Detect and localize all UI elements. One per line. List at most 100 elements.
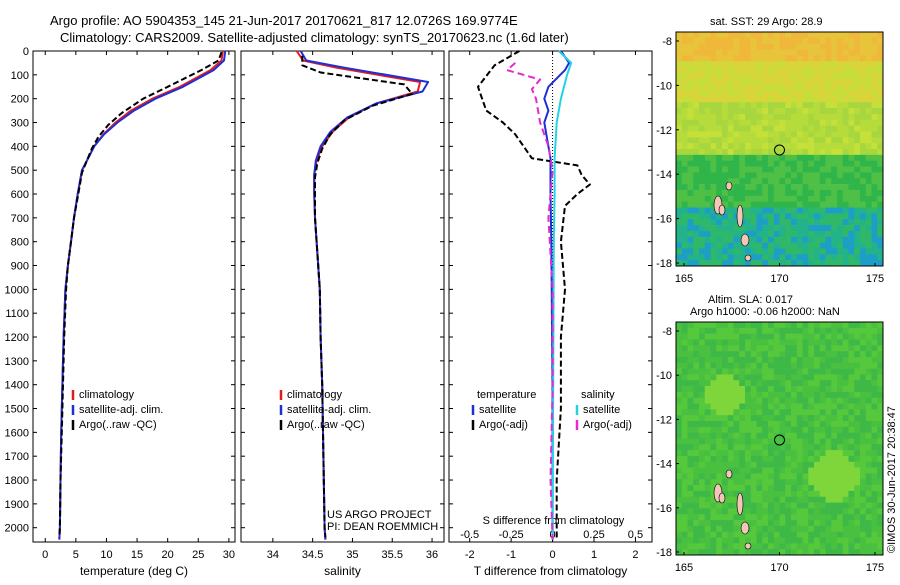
map-cell [842, 421, 849, 428]
map-cell [699, 351, 706, 358]
map-cell [756, 356, 763, 364]
map-cell [848, 43, 855, 50]
map-cell [773, 43, 780, 50]
map-cell [802, 143, 809, 150]
map-cell [791, 490, 798, 498]
map-cell [802, 113, 809, 121]
map-cell [779, 96, 786, 103]
map-cell [676, 113, 683, 121]
map-cell [756, 201, 763, 208]
map-cell [842, 154, 849, 161]
map-cell [750, 43, 757, 50]
map-cell [687, 84, 694, 91]
map-cell [825, 461, 832, 468]
map-cell [871, 391, 878, 399]
map-cell [802, 473, 809, 480]
map-cell [842, 537, 849, 544]
map-cell [842, 213, 849, 220]
map-cell [860, 432, 867, 439]
map-cell [762, 514, 769, 521]
map-cell [739, 339, 746, 346]
map-cell [722, 397, 729, 404]
map-cell [676, 368, 683, 375]
map-cell [773, 549, 780, 556]
map-cell [785, 102, 792, 109]
map-cell [785, 508, 792, 515]
map-cell [796, 149, 803, 156]
map-cell [808, 108, 815, 115]
map-cell [877, 84, 884, 91]
map-cell [796, 260, 803, 267]
map-cell [837, 409, 844, 416]
map-cell [768, 496, 775, 503]
x-tick-label: 34 [267, 549, 279, 561]
map-cell [865, 339, 872, 346]
map-cell [756, 479, 763, 486]
map-cell [825, 455, 832, 463]
map-cell [693, 374, 700, 381]
map-cell [831, 108, 838, 115]
map-cell [860, 137, 867, 144]
map-cell [704, 368, 711, 375]
map-cell [848, 195, 855, 202]
map-cell [865, 479, 872, 486]
map-cell [716, 444, 723, 451]
map-cell [693, 166, 700, 173]
map-cell [733, 131, 740, 138]
map-cell [722, 549, 729, 556]
map-cell [693, 339, 700, 346]
map-cell [699, 242, 706, 249]
map-cell [750, 438, 757, 445]
map-cell [768, 426, 775, 433]
map-cell [848, 102, 855, 109]
map-cell [854, 502, 861, 509]
map-cell [745, 444, 752, 451]
map-cell [814, 195, 821, 202]
map-cell [837, 397, 844, 404]
map-cell [825, 514, 832, 521]
map-cell [796, 455, 803, 463]
map-cell [733, 201, 740, 208]
map-cell [871, 72, 878, 80]
map-cell [877, 242, 884, 249]
map-cell [687, 242, 694, 249]
top-tick-label: 0.25 [583, 529, 604, 541]
map-cell [779, 426, 786, 433]
map-cell [831, 113, 838, 121]
sla-map-title-1: Altim. SLA: 0.017 [708, 294, 793, 306]
map-cell [877, 160, 884, 167]
map-cell [681, 455, 688, 463]
map-cell [848, 543, 855, 550]
map-cell [704, 380, 711, 387]
map-cell [733, 37, 740, 44]
map-cell [693, 537, 700, 544]
map-cell [710, 450, 717, 457]
x-axis-label: T difference from climatology [474, 564, 628, 578]
map-cell [814, 49, 821, 56]
map-cell [750, 102, 757, 109]
map-cell [831, 90, 838, 97]
map-cell [877, 32, 884, 39]
map-cell [819, 32, 826, 39]
map-cell [773, 242, 780, 249]
map-cell [854, 415, 861, 422]
map-cell [739, 490, 746, 498]
map-cell [733, 374, 740, 381]
map-cell [768, 84, 775, 91]
map-cell [745, 415, 752, 422]
map-cell [871, 248, 878, 255]
map-cell [814, 432, 821, 439]
map-cell [814, 549, 821, 556]
map-cell [693, 96, 700, 103]
map-cell [745, 368, 752, 375]
map-cell [791, 119, 798, 126]
map-cell [681, 96, 688, 103]
map-cell [785, 213, 792, 220]
map-cell [842, 102, 849, 109]
map-cell [756, 49, 763, 56]
map-cell [825, 143, 832, 150]
map-cell [687, 520, 694, 527]
map-cell [796, 230, 803, 238]
map-cell [727, 508, 734, 515]
map-cell [854, 490, 861, 498]
